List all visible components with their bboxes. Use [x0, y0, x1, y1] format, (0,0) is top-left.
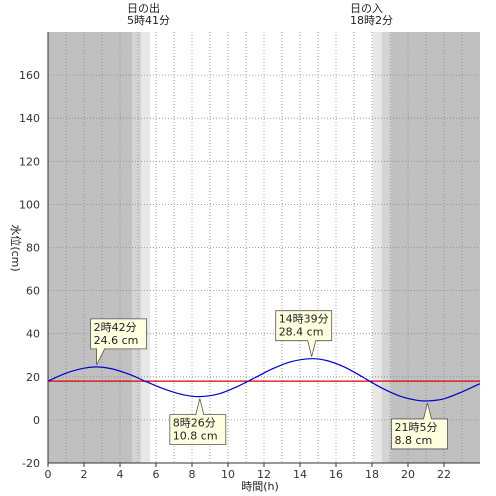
x-axis-title: 時間(h): [241, 480, 279, 493]
x-tick-label: 14: [293, 468, 307, 481]
tick-labels: 0 2 4 6 8 10 12 14 16 18 20 22 -20 0 20 40 60 80 100 120 140…: [19, 69, 451, 481]
callout-box: [275, 310, 333, 357]
y-tick-label: 120: [19, 155, 40, 168]
y-tick-label: 60: [26, 285, 40, 298]
callout-box: [169, 398, 227, 446]
twilight-band-evening-dark: [381, 32, 391, 463]
x-tick-label: 6: [153, 468, 160, 481]
y-tick-label: 100: [19, 198, 40, 211]
y-tick-label: 140: [19, 112, 40, 125]
x-tick-label: 0: [45, 468, 52, 481]
y-tick-label: 0: [33, 414, 40, 427]
y-tick-label: 160: [19, 69, 40, 82]
x-tick-label: 2: [81, 468, 88, 481]
twilight-band-morning-light: [141, 32, 151, 463]
twilight-band-evening-light: [372, 32, 382, 463]
sunset-time: 18時2分: [350, 14, 393, 27]
y-tick-label: 40: [26, 328, 40, 341]
callout-box: [391, 402, 448, 450]
x-tick-label: 22: [437, 468, 451, 481]
x-tick-label: 16: [329, 468, 343, 481]
x-tick-label: 12: [257, 468, 271, 481]
callout-time: 14時39分: [279, 313, 329, 326]
callout-time: 8時26分: [173, 417, 216, 430]
y-tick-label: 80: [26, 242, 40, 255]
callout-value: 24.6 cm: [94, 334, 139, 347]
callout-time: 21時5分: [394, 421, 437, 434]
sunrise-title: 日の出: [127, 1, 160, 15]
y-tick-label: -20: [22, 457, 40, 470]
x-tick-label: 20: [401, 468, 415, 481]
tide-series: [47, 358, 481, 402]
x-tick-label: 8: [189, 468, 196, 481]
callout-time: 2時42分: [94, 321, 137, 334]
callout-box: [90, 318, 148, 366]
twilight-band-morning-dark: [132, 32, 142, 463]
callout-value: 8.8 cm: [394, 434, 432, 447]
x-tick-label: 4: [117, 468, 124, 481]
sunrise-time: 5時41分: [127, 14, 170, 27]
y-tick-label: 20: [26, 371, 40, 384]
y-axis-title: 水位(cm): [9, 224, 23, 271]
callout-value: 28.4 cm: [279, 326, 324, 339]
x-tick-label: 18: [365, 468, 379, 481]
callout-value: 10.8 cm: [173, 430, 218, 443]
x-tick-label: 10: [221, 468, 235, 481]
tide-line: [47, 358, 481, 402]
sunset-title: 日の入: [350, 2, 383, 15]
